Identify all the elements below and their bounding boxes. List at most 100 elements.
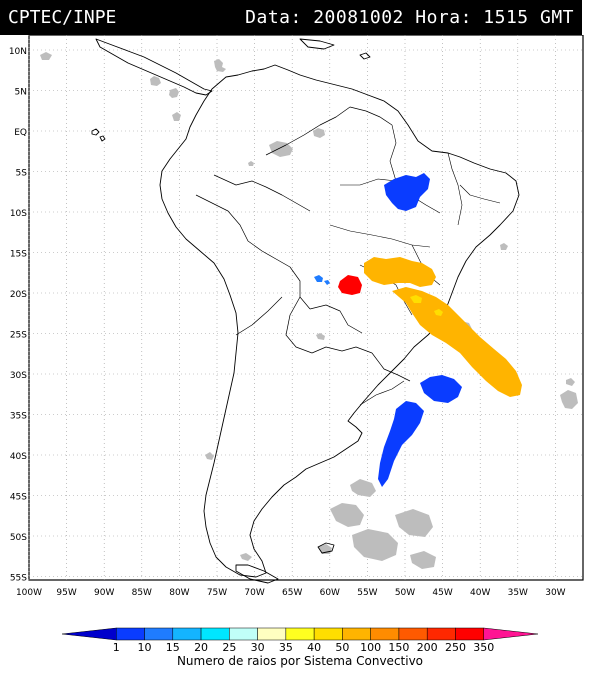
- map-panel: 10N 5N EQ 5S 10S 15S 20S 25S 30S 35S 40S 45S 50S 55S 1…: [0, 34, 600, 610]
- country-border: [285, 296, 313, 354]
- galapagos-islands: [91, 128, 106, 142]
- storm-cell-blue-south-b: [378, 401, 424, 487]
- legend-swatch: [342, 627, 371, 641]
- storm-cell-blue: [384, 173, 430, 211]
- state-border: [447, 152, 463, 226]
- map-header: CPTEC/INPE Data: 20081002 Hora: 1515 GMT: [0, 0, 582, 35]
- legend-colorbar: 1 10 15 20 25 30 35 40 50 100 150 200 250 350 Numero …: [0, 620, 600, 670]
- legend-swatch: [370, 627, 400, 641]
- longitude-tick-label: 35W: [508, 588, 528, 598]
- legend-tick-label: 40: [307, 641, 321, 654]
- country-border: [349, 106, 393, 126]
- legend-tick-label: 1: [113, 641, 120, 654]
- latitude-tick-label: 50S: [10, 533, 27, 543]
- storm-cell-lightblue: [314, 275, 330, 285]
- cloud-patch: [313, 128, 325, 138]
- legend-tick-label: 25: [222, 641, 236, 654]
- legend-tick-label: 10: [138, 641, 152, 654]
- cloud-patch: [410, 551, 436, 569]
- cloud-patch: [205, 452, 214, 460]
- legend-labels: 1 10 15 20 25 30 35 40 50 100 150 200 250 350: [113, 641, 494, 654]
- state-border: [359, 380, 405, 406]
- state-border: [459, 184, 501, 204]
- south-america-outline: [159, 64, 520, 578]
- cloud-patch: [269, 141, 293, 157]
- cloud-patch: [214, 59, 226, 72]
- longitude-tick-label: 45W: [432, 588, 452, 598]
- cloud-patch: [560, 390, 578, 409]
- legend-swatch: [61, 627, 117, 641]
- state-border: [329, 224, 431, 248]
- map-frame: [28, 34, 584, 581]
- longitude-tick-label: 40W: [470, 588, 490, 598]
- tierra-del-fuego: [235, 564, 279, 584]
- storm-cell-blue-south-a: [420, 375, 462, 403]
- legend-tick-label: 200: [417, 641, 438, 654]
- legend-swatch: [285, 627, 315, 641]
- cloud-patch: [248, 161, 254, 166]
- latitude-tick-label: 5N: [15, 88, 27, 98]
- longitude-tick-label: 75W: [207, 588, 227, 598]
- longitude-tick-label: 65W: [282, 588, 302, 598]
- central-america-outline: [95, 38, 213, 96]
- legend-swatch: [483, 627, 539, 641]
- legend-tick-label: 20: [194, 641, 208, 654]
- timezone-label: GMT: [539, 7, 574, 28]
- longitude-tick-label: 55W: [357, 588, 377, 598]
- legend-tick-label: 100: [360, 641, 381, 654]
- longitude-tick-label: 80W: [169, 588, 189, 598]
- longitude-tick-label: 90W: [94, 588, 114, 598]
- legend-swatch: [455, 627, 484, 641]
- storm-cell-orange-band: [392, 287, 522, 397]
- cloud-patch: [330, 503, 364, 527]
- convective-systems: [314, 173, 522, 487]
- legend-swatch: [200, 627, 230, 641]
- longitude-tick-label: 50W: [395, 588, 415, 598]
- longitude-tick-label: 85W: [132, 588, 152, 598]
- longitude-tick-label: 100W: [16, 588, 42, 598]
- legend-swatch: [229, 627, 258, 641]
- latitude-tick-label: 55S: [10, 574, 27, 584]
- latitude-tick-label: 10N: [9, 47, 27, 57]
- latitude-tick-label: EQ: [14, 128, 27, 138]
- legend-swatch: [172, 627, 202, 641]
- storm-cell-yellow: [410, 295, 443, 316]
- caribbean-island: [299, 38, 335, 50]
- caribbean-island: [359, 52, 371, 60]
- cloud-patch: [566, 378, 575, 386]
- falkland-islands: [317, 542, 335, 554]
- country-border: [261, 250, 311, 310]
- legend-swatch: [313, 627, 343, 641]
- latitude-tick-label: 30S: [10, 371, 27, 381]
- storm-cell-orange-north: [364, 257, 436, 287]
- country-border: [195, 194, 263, 252]
- date-label: Data:: [245, 7, 302, 28]
- cloud-patch: [395, 509, 433, 537]
- country-border: [265, 106, 351, 156]
- cloud-patch: [150, 76, 161, 86]
- legend-tick-label: 50: [335, 641, 349, 654]
- hour-label: Hora:: [415, 7, 472, 28]
- source-label: CPTEC/INPE: [8, 7, 117, 28]
- latitude-tick-label: 20S: [10, 290, 27, 300]
- hour-value: 1515: [483, 7, 529, 28]
- datetime-label: Data: 20081002 Hora: 1515 GMT: [245, 0, 574, 35]
- legend-tick-label: 30: [251, 641, 265, 654]
- legend-svg: 1 10 15 20 25 30 35 40 50 100 150 200 250 350 Numero …: [61, 627, 539, 668]
- longitude-tick-label: 60W: [320, 588, 340, 598]
- date-value: 20081002: [313, 7, 404, 28]
- cloud-patch: [40, 52, 52, 60]
- latitude-tick-label: 10S: [10, 209, 27, 219]
- legend-swatch: [257, 627, 287, 641]
- coastline: [91, 38, 520, 584]
- map-svg: 10N 5N EQ 5S 10S 15S 20S 25S 30S 35S 40S 45S 50S 55S 1…: [9, 34, 584, 598]
- latitude-tick-label: 5S: [16, 169, 28, 179]
- axis-labels: 10N 5N EQ 5S 10S 15S 20S 25S 30S 35S 40S 45S 50S 55S 1…: [9, 47, 566, 598]
- longitude-tick-label: 30W: [545, 588, 565, 598]
- latitude-tick-label: 45S: [10, 493, 27, 503]
- cloud-patch: [350, 479, 376, 497]
- graticule: [28, 35, 583, 580]
- legend-swatch: [144, 627, 174, 641]
- legend-tick-label: 350: [473, 641, 494, 654]
- cloud-patch: [500, 243, 508, 250]
